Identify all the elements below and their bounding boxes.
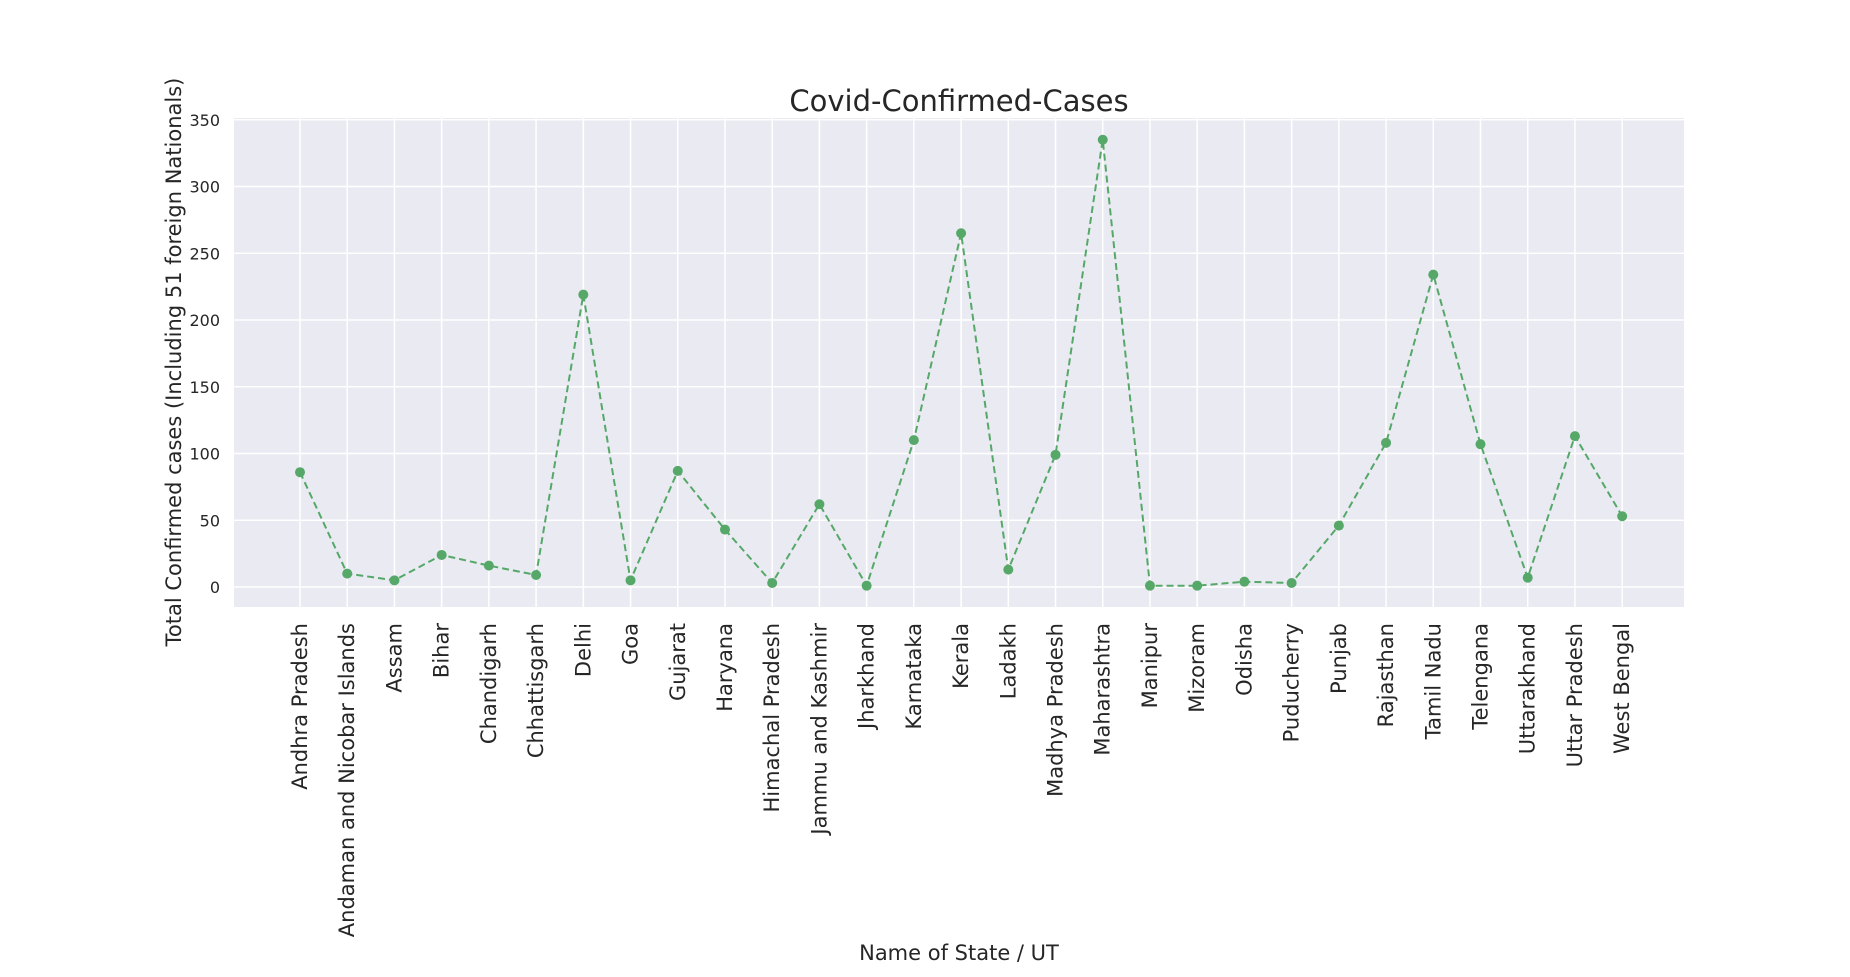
- x-tick-label: Odisha: [1232, 623, 1256, 696]
- x-tick-label: Jammu and Kashmir: [807, 623, 831, 837]
- data-point: [1097, 134, 1108, 145]
- x-tick-labels: Andhra Pradesh Andaman and Nicobar Island…: [288, 623, 1634, 938]
- data-point: [625, 575, 636, 586]
- data-point: [1333, 520, 1344, 531]
- data-point: [1522, 572, 1533, 583]
- x-tick-label: Himachal Pradesh: [760, 623, 784, 812]
- data-point: [861, 580, 872, 591]
- x-tick-label: Karnataka: [902, 623, 926, 729]
- x-tick-label: Bihar: [430, 623, 454, 678]
- x-tick-label: Andaman and Nicobar Islands: [335, 623, 359, 937]
- x-tick-label: Chandigarh: [477, 623, 501, 744]
- y-tick-label: 50: [200, 511, 220, 530]
- x-tick-label: West Bengal: [1610, 623, 1634, 754]
- data-point: [1144, 580, 1155, 591]
- x-tick-label: Kerala: [949, 623, 973, 689]
- data-point: [1286, 577, 1297, 588]
- x-tick-label: Jharkhand: [855, 623, 879, 731]
- data-points: [295, 134, 1628, 591]
- data-point: [1192, 580, 1203, 591]
- data-point: [1003, 564, 1014, 575]
- x-tick-label: Rajasthan: [1374, 623, 1398, 727]
- x-tick-label: Manipur: [1138, 623, 1162, 709]
- data-point: [908, 435, 919, 446]
- x-tick-label: Maharashtra: [1091, 623, 1115, 756]
- data-point: [389, 575, 400, 586]
- x-tick-label: Assam: [382, 623, 406, 693]
- x-tick-label: Uttarakhand: [1516, 623, 1540, 754]
- y-axis-label: Total Confirmed cases (Including 51 fore…: [162, 78, 186, 648]
- x-tick-label: Madhya Pradesh: [1044, 623, 1068, 797]
- x-tick-label: Punjab: [1327, 623, 1351, 694]
- data-point: [295, 467, 305, 478]
- data-point: [1381, 437, 1392, 448]
- data-point: [1050, 449, 1061, 460]
- data-point: [1475, 439, 1486, 450]
- x-tick-label: Uttar Pradesh: [1563, 623, 1587, 767]
- x-tick-label: Gujarat: [666, 623, 690, 701]
- x-tick-label: Delhi: [571, 623, 595, 677]
- y-tick-label: 150: [189, 378, 220, 397]
- y-tick-labels: 0 50 100 150 200 250 300 350: [189, 111, 220, 597]
- data-point: [436, 549, 447, 560]
- x-tick-label: Andhra Pradesh: [288, 623, 312, 790]
- y-gridlines: [234, 119, 1684, 588]
- plot-background: [234, 118, 1684, 607]
- data-point: [578, 289, 589, 300]
- x-tick-label: Chhattisgarh: [524, 623, 548, 758]
- chart-title: Covid-Confirmed-Cases: [789, 84, 1128, 118]
- y-tick-label: 0: [210, 578, 220, 597]
- data-point: [672, 465, 683, 476]
- x-axis-label: Name of State / UT: [859, 941, 1059, 965]
- y-tick-label: 350: [189, 111, 220, 130]
- x-tick-label: Mizoram: [1185, 623, 1209, 713]
- data-point: [1428, 269, 1439, 280]
- data-point: [719, 524, 730, 535]
- x-tick-label: Haryana: [713, 623, 737, 712]
- data-point: [1617, 511, 1628, 522]
- y-tick-label: 250: [189, 244, 220, 263]
- data-point: [342, 568, 353, 579]
- x-tick-label: Goa: [619, 623, 643, 665]
- data-point: [767, 577, 778, 588]
- data-point: [956, 228, 967, 239]
- x-tick-label: Tamil Nadu: [1421, 623, 1445, 740]
- x-tick-label: Telengana: [1469, 623, 1493, 731]
- data-point: [1239, 576, 1250, 587]
- y-tick-label: 300: [189, 178, 220, 197]
- x-tick-label: Puducherry: [1280, 623, 1304, 742]
- data-point: [1569, 431, 1580, 442]
- y-tick-label: 200: [189, 311, 220, 330]
- y-tick-label: 100: [189, 445, 220, 464]
- data-point: [483, 560, 494, 571]
- x-tick-label: Ladakh: [996, 623, 1020, 699]
- data-point: [814, 499, 825, 510]
- data-point: [531, 569, 542, 580]
